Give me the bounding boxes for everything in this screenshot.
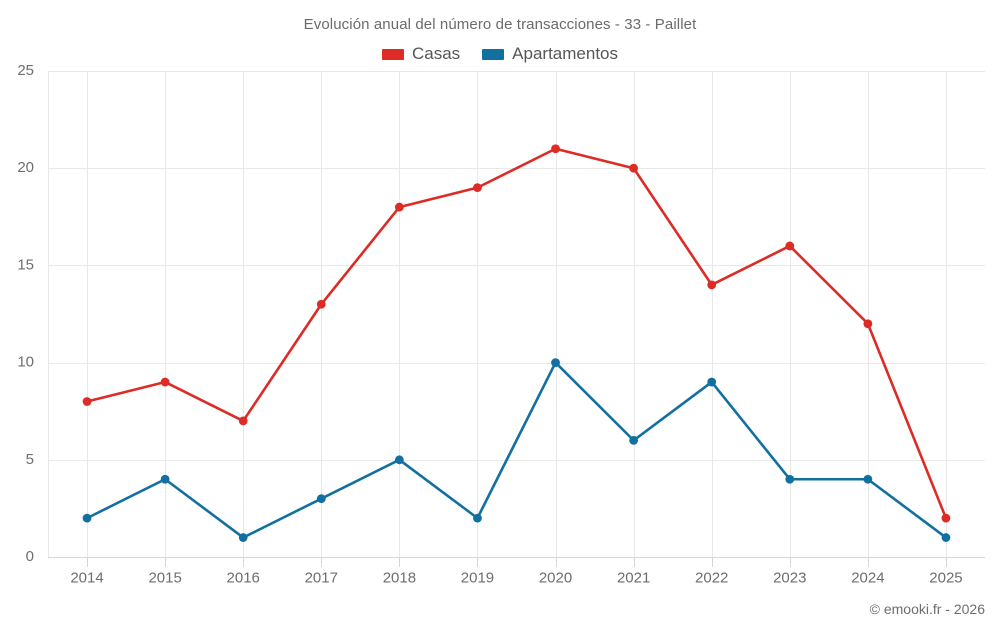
x-tick-label: 2018 bbox=[383, 569, 416, 586]
legend-label-casas: Casas bbox=[411, 44, 461, 63]
data-point[interactable] bbox=[863, 474, 873, 484]
data-point[interactable] bbox=[629, 163, 639, 173]
data-point[interactable] bbox=[160, 377, 170, 387]
x-tick-label: 2022 bbox=[695, 569, 728, 586]
data-point[interactable] bbox=[785, 241, 795, 251]
data-point[interactable] bbox=[707, 280, 717, 290]
axis-layer bbox=[48, 71, 947, 567]
chart-title: Evolución anual del número de transaccio… bbox=[303, 16, 697, 33]
x-tick-label: 2024 bbox=[851, 569, 884, 586]
data-point[interactable] bbox=[863, 319, 873, 329]
data-point[interactable] bbox=[238, 533, 248, 542]
legend-swatch-casas bbox=[381, 48, 404, 60]
x-tick-label: 2025 bbox=[929, 569, 962, 586]
x-tick-label: 2021 bbox=[617, 569, 650, 586]
series-line-casas bbox=[85, 147, 948, 520]
y-tick-label: 20 bbox=[17, 159, 34, 176]
y-tick-label: 15 bbox=[17, 256, 34, 273]
x-axis-labels: 2014 2015 2016 2017 2018 2019 2020 2021 2022 2023… bbox=[70, 569, 962, 586]
data-point[interactable] bbox=[160, 474, 170, 484]
chart-legend: Casas Apartamentos bbox=[0, 44, 1000, 64]
data-point[interactable] bbox=[238, 416, 248, 426]
y-tick-label: 5 bbox=[26, 451, 34, 468]
data-point[interactable] bbox=[551, 358, 560, 367]
data-point[interactable] bbox=[473, 183, 482, 193]
series-apartamentos bbox=[82, 358, 951, 542]
x-tick-label: 2017 bbox=[305, 569, 338, 586]
data-point[interactable] bbox=[629, 435, 639, 445]
series-layer bbox=[82, 144, 951, 542]
data-point[interactable] bbox=[941, 513, 951, 523]
y-tick-label: 0 bbox=[26, 548, 34, 565]
data-point[interactable] bbox=[707, 377, 717, 387]
y-tick-label: 10 bbox=[17, 354, 34, 371]
legend-label-apartamentos: Apartamentos bbox=[512, 44, 619, 63]
x-tick-label: 2015 bbox=[148, 569, 181, 586]
data-point[interactable] bbox=[394, 202, 404, 212]
data-point[interactable] bbox=[316, 494, 326, 504]
legend-item-apartamentos[interactable]: Apartamentos bbox=[482, 44, 618, 64]
data-point[interactable] bbox=[82, 397, 92, 406]
data-point[interactable] bbox=[82, 513, 92, 523]
y-tick-label: 25 bbox=[17, 62, 34, 79]
copyright-credit: © emooki.fr - 2026 bbox=[869, 601, 985, 617]
legend-item-casas[interactable]: Casas bbox=[381, 44, 461, 64]
data-point[interactable] bbox=[473, 513, 482, 523]
series-line-apartamentos bbox=[85, 361, 948, 539]
data-point[interactable] bbox=[551, 144, 560, 154]
grid-layer bbox=[48, 71, 985, 558]
data-point[interactable] bbox=[394, 455, 404, 465]
legend-swatch-apartamentos bbox=[482, 48, 505, 60]
data-point[interactable] bbox=[316, 299, 326, 309]
x-tick-label: 2023 bbox=[773, 569, 806, 586]
x-tick-label: 2019 bbox=[461, 569, 494, 586]
x-tick-label: 2020 bbox=[539, 569, 572, 586]
series-casas bbox=[82, 144, 951, 523]
y-axis-labels: 0 5 10 15 20 25 bbox=[17, 62, 34, 565]
x-tick-label: 2014 bbox=[70, 569, 103, 586]
data-point[interactable] bbox=[785, 474, 795, 484]
x-tick-label: 2016 bbox=[227, 569, 260, 586]
data-point[interactable] bbox=[941, 533, 951, 542]
